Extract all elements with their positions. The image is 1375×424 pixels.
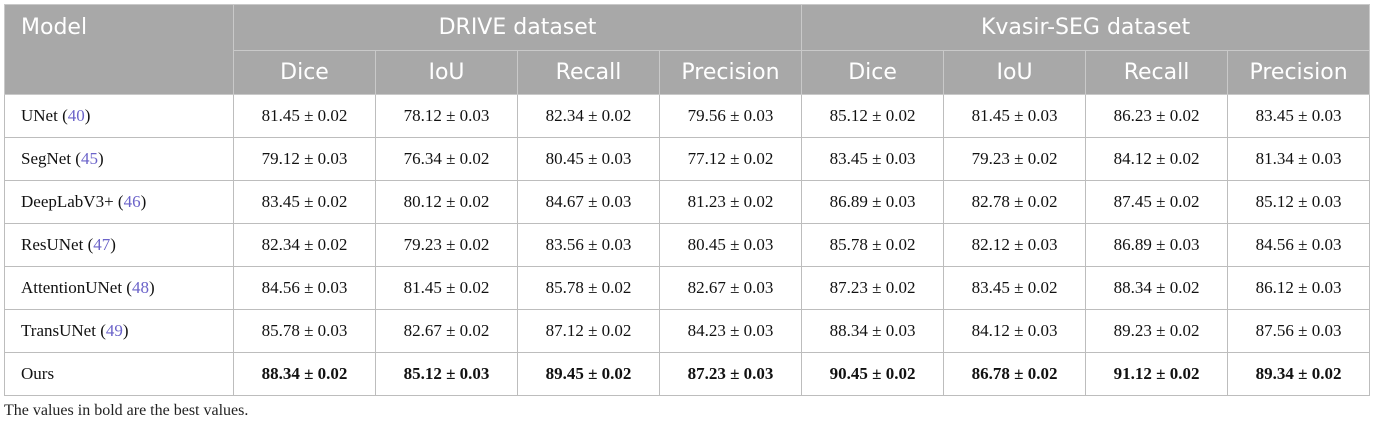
value-cell: 85.12 ± 0.03 [1227,180,1371,224]
value-cell: 88.34 ± 0.03 [801,309,945,353]
value-cell: 91.12 ± 0.02 [1085,352,1229,396]
value-cell: 84.23 ± 0.03 [658,309,803,353]
value-cell: 79.23 ± 0.02 [375,223,518,267]
model-cell: TransUNet (49) [4,309,234,353]
value-cell: 85.78 ± 0.03 [233,309,376,353]
value-cell: 80.45 ± 0.03 [517,137,660,181]
value-cell: 89.23 ± 0.02 [1085,309,1229,353]
drive-dataset-header: DRIVE dataset [232,4,803,51]
value-cell: 81.45 ± 0.02 [375,266,518,310]
metric-header-dice: Dice [801,50,945,95]
value-cell: 89.45 ± 0.02 [517,352,660,396]
model-cell: AttentionUNet (48) [4,266,234,310]
value-cell: 88.34 ± 0.02 [1085,266,1229,310]
reference-link[interactable]: 40 [67,106,85,125]
model-name: Ours [21,364,55,383]
value-cell: 79.56 ± 0.03 [658,94,803,138]
value-cell: 83.45 ± 0.03 [801,137,945,181]
table-header: Model DRIVE dataset Kvasir-SEG dataset D… [4,4,1371,95]
model-name: SegNet [21,149,72,168]
value-cell: 83.45 ± 0.03 [1227,94,1371,138]
model-cell: ResUNet (47) [4,223,234,267]
metric-header-dice: Dice [233,50,376,95]
value-cell: 82.34 ± 0.02 [233,223,376,267]
value-cell: 80.45 ± 0.03 [658,223,803,267]
value-cell: 83.56 ± 0.03 [517,223,660,267]
table-row: AttentionUNet (48) 84.56 ± 0.03 81.45 ± 0.… [4,266,1371,310]
value-cell: 85.12 ± 0.02 [801,94,945,138]
table-row: UNet (40) 81.45 ± 0.02 78.12 ± 0.03 82.34 ±… [4,94,1371,138]
metric-header-recall: Recall [1085,50,1229,95]
value-cell: 86.23 ± 0.02 [1085,94,1229,138]
value-cell: 82.67 ± 0.02 [375,309,518,353]
value-cell: 82.67 ± 0.03 [658,266,803,310]
model-name: UNet [21,106,58,125]
value-cell: 78.12 ± 0.03 [375,94,518,138]
model-cell: UNet (40) [4,94,234,138]
value-cell: 82.34 ± 0.02 [517,94,660,138]
value-cell: 80.12 ± 0.02 [375,180,518,224]
model-name: DeepLabV3+ [21,192,114,211]
value-cell: 90.45 ± 0.02 [801,352,945,396]
value-cell: 85.12 ± 0.03 [375,352,518,396]
reference-link[interactable]: 46 [123,192,141,211]
value-cell: 87.56 ± 0.03 [1227,309,1371,353]
table-footnote: The values in bold are the best values. [4,402,249,419]
value-cell: 87.12 ± 0.02 [517,309,660,353]
metric-header-precision: Precision [1227,50,1371,95]
value-cell: 88.34 ± 0.02 [233,352,376,396]
reference-link[interactable]: 47 [93,235,111,254]
table-row: Ours 88.34 ± 0.02 85.12 ± 0.03 89.45 ± 0.02… [4,352,1371,396]
value-cell: 89.34 ± 0.02 [1227,352,1371,396]
metric-header-iou: IoU [375,50,518,95]
value-cell: 84.12 ± 0.03 [943,309,1087,353]
value-cell: 83.45 ± 0.02 [233,180,376,224]
value-cell: 82.12 ± 0.03 [943,223,1087,267]
value-cell: 83.45 ± 0.02 [943,266,1087,310]
model-cell: SegNet (45) [4,137,234,181]
results-table: Model DRIVE dataset Kvasir-SEG dataset D… [4,4,1371,396]
model-name: ResUNet [21,235,84,254]
value-cell: 84.56 ± 0.03 [233,266,376,310]
value-cell: 79.23 ± 0.02 [943,137,1087,181]
value-cell: 87.45 ± 0.02 [1085,180,1229,224]
value-cell: 84.12 ± 0.02 [1085,137,1229,181]
value-cell: 85.78 ± 0.02 [801,223,945,267]
value-cell: 79.12 ± 0.03 [233,137,376,181]
value-cell: 76.34 ± 0.02 [375,137,518,181]
value-cell: 87.23 ± 0.02 [801,266,945,310]
reference-link[interactable]: 49 [105,321,123,340]
model-name: TransUNet [21,321,96,340]
table-row: TransUNet (49) 85.78 ± 0.03 82.67 ± 0.02 87… [4,309,1371,353]
value-cell: 86.78 ± 0.02 [943,352,1087,396]
model-name: AttentionUNet [21,278,123,297]
table-row: ResUNet (47) 82.34 ± 0.02 79.23 ± 0.02 83.5… [4,223,1371,267]
model-cell: Ours [4,352,234,396]
value-cell: 85.78 ± 0.02 [517,266,660,310]
reference-link[interactable]: 45 [80,149,98,168]
table-row: DeepLabV3+ (46) 83.45 ± 0.02 80.12 ± 0.02 8… [4,180,1371,224]
value-cell: 87.23 ± 0.03 [658,352,803,396]
value-cell: 77.12 ± 0.02 [658,137,803,181]
model-column-header: Model [4,4,234,95]
value-cell: 81.23 ± 0.02 [658,180,803,224]
metric-header-iou: IoU [943,50,1087,95]
reference-link[interactable]: 48 [131,278,149,297]
value-cell: 84.56 ± 0.03 [1227,223,1371,267]
value-cell: 86.12 ± 0.03 [1227,266,1371,310]
metric-header-recall: Recall [517,50,660,95]
kvasir-dataset-header: Kvasir-SEG dataset [801,4,1371,51]
value-cell: 81.34 ± 0.03 [1227,137,1371,181]
value-cell: 81.45 ± 0.02 [233,94,376,138]
value-cell: 84.67 ± 0.03 [517,180,660,224]
table-body: UNet (40) 81.45 ± 0.02 78.12 ± 0.03 82.34 ±… [4,94,1371,396]
metric-header-precision: Precision [658,50,803,95]
model-cell: DeepLabV3+ (46) [4,180,234,224]
value-cell: 81.45 ± 0.03 [943,94,1087,138]
table-row: SegNet (45) 79.12 ± 0.03 76.34 ± 0.02 80.45… [4,137,1371,181]
value-cell: 82.78 ± 0.02 [943,180,1087,224]
value-cell: 86.89 ± 0.03 [1085,223,1229,267]
value-cell: 86.89 ± 0.03 [801,180,945,224]
